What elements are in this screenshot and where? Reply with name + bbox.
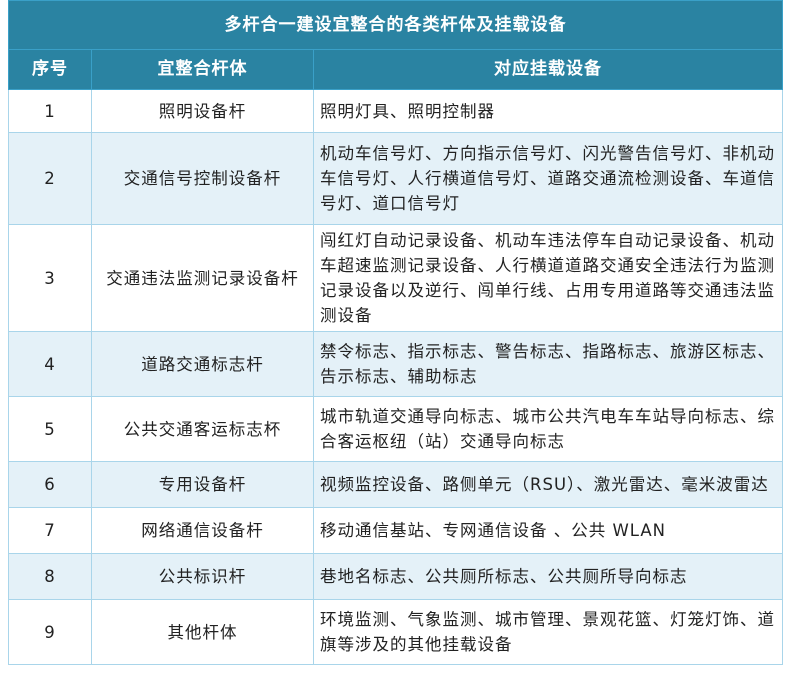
mounted-devices: 巷地名标志、公共厕所标志、公共厕所导向标志 bbox=[313, 553, 783, 600]
mounted-devices: 闯红灯自动记录设备、机动车违法停车自动记录设备、机动车超速监测记录设备、人行横道… bbox=[313, 224, 783, 332]
pole-type: 其他杆体 bbox=[91, 599, 314, 665]
row-number: 2 bbox=[8, 132, 92, 225]
header-pole: 宜整合杆体 bbox=[91, 49, 314, 90]
table-row: 4 道路交通标志杆 禁令标志、指示标志、警告标志、指路标志、旅游区标志、告示标志、辅… bbox=[8, 331, 783, 397]
table-row: 2 交通信号控制设备杆 机动车信号灯、方向指示信号灯、闪光警告信号灯、非机动车信号灯… bbox=[8, 132, 783, 225]
table-title: 多杆合一建设宜整合的各类杆体及挂载设备 bbox=[8, 0, 783, 50]
table-row: 1 照明设备杆 照明灯具、照明控制器 bbox=[8, 89, 783, 133]
row-number: 7 bbox=[8, 507, 92, 554]
row-number: 1 bbox=[8, 89, 92, 133]
pole-type: 网络通信设备杆 bbox=[91, 507, 314, 554]
mounted-devices: 照明灯具、照明控制器 bbox=[313, 89, 783, 133]
row-number: 6 bbox=[8, 461, 92, 508]
pole-type: 道路交通标志杆 bbox=[91, 331, 314, 397]
table-row: 3 交通违法监测记录设备杆 闯红灯自动记录设备、机动车违法停车自动记录设备、机动车超… bbox=[8, 224, 783, 332]
mounted-devices: 城市轨道交通导向标志、城市公共汽电车车站导向标志、综合客运枢纽（站）交通导向标志 bbox=[313, 396, 783, 462]
row-number: 9 bbox=[8, 599, 92, 665]
pole-type: 交通信号控制设备杆 bbox=[91, 132, 314, 225]
pole-type: 专用设备杆 bbox=[91, 461, 314, 508]
mounted-devices: 机动车信号灯、方向指示信号灯、闪光警告信号灯、非机动车信号灯、人行横道信号灯、道… bbox=[313, 132, 783, 225]
mounted-devices: 环境监测、气象监测、城市管理、景观花篮、灯笼灯饰、道旗等涉及的其他挂载设备 bbox=[313, 599, 783, 665]
header-no: 序号 bbox=[8, 49, 92, 90]
header-devices: 对应挂载设备 bbox=[313, 49, 783, 90]
pole-equipment-table: 多杆合一建设宜整合的各类杆体及挂载设备 序号 宜整合杆体 对应挂载设备 1 照明设… bbox=[8, 0, 783, 665]
table-row: 5 公共交通客运标志杯 城市轨道交通导向标志、城市公共汽电车车站导向标志、综合客运枢… bbox=[8, 396, 783, 462]
row-number: 8 bbox=[8, 553, 92, 600]
pole-type: 照明设备杆 bbox=[91, 89, 314, 133]
table-row: 6 专用设备杆 视频监控设备、路侧单元（RSU）、激光雷达、毫米波雷达 bbox=[8, 461, 783, 508]
table-row: 8 公共标识杆 巷地名标志、公共厕所标志、公共厕所导向标志 bbox=[8, 553, 783, 600]
pole-type: 公共标识杆 bbox=[91, 553, 314, 600]
mounted-devices: 禁令标志、指示标志、警告标志、指路标志、旅游区标志、告示标志、辅助标志 bbox=[313, 331, 783, 397]
mounted-devices: 视频监控设备、路侧单元（RSU）、激光雷达、毫米波雷达 bbox=[313, 461, 783, 508]
mounted-devices: 移动通信基站、专网通信设备 、公共 WLAN bbox=[313, 507, 783, 554]
row-number: 4 bbox=[8, 331, 92, 397]
pole-type: 交通违法监测记录设备杆 bbox=[91, 224, 314, 332]
row-number: 5 bbox=[8, 396, 92, 462]
table-row: 7 网络通信设备杆 移动通信基站、专网通信设备 、公共 WLAN bbox=[8, 507, 783, 554]
pole-type: 公共交通客运标志杯 bbox=[91, 396, 314, 462]
row-number: 3 bbox=[8, 224, 92, 332]
table-row: 9 其他杆体 环境监测、气象监测、城市管理、景观花篮、灯笼灯饰、道旗等涉及的其他挂载… bbox=[8, 599, 783, 665]
